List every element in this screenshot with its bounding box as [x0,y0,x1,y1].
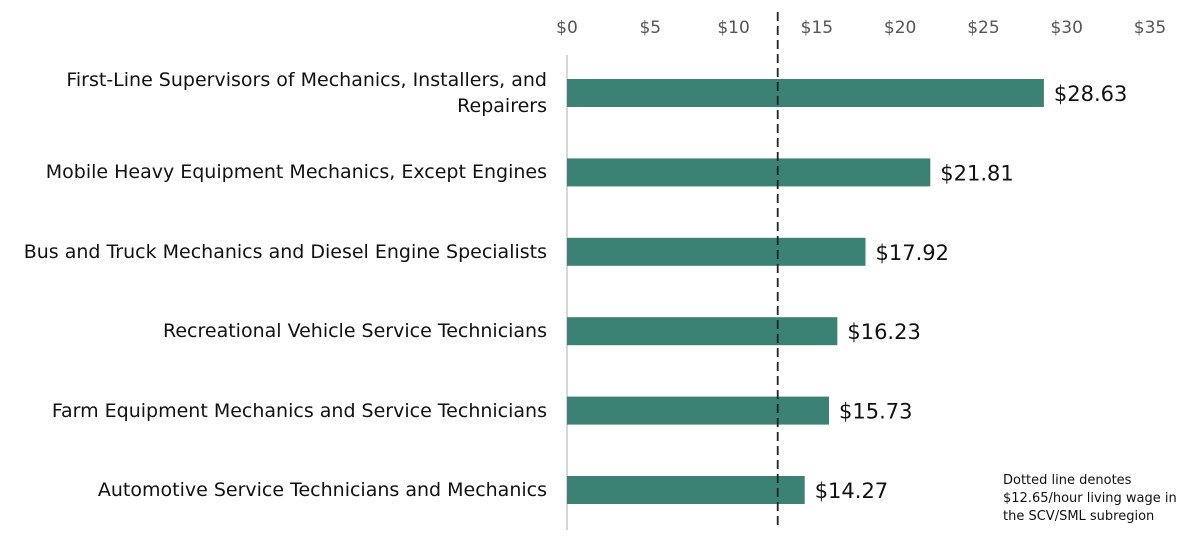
bar [567,476,805,504]
value-label: $16.23 [847,320,920,344]
x-tick-label: $35 [1134,18,1166,38]
bar [567,237,866,266]
category-label: First-Line Supervisors of Mechanics, Ins… [66,69,547,117]
bar [567,79,1044,107]
x-tick-label: $5 [639,18,661,38]
x-tick-label: $30 [1050,18,1082,38]
bar [567,396,830,425]
annotation: Dotted line denotes $12.65/hour living w… [1003,473,1177,524]
bar [567,317,838,346]
value-label: $17.92 [875,241,948,265]
category-label: Farm Equipment Mechanics and Service Tec… [51,399,547,422]
category-label: Mobile Heavy Equipment Mechanics, Except… [45,161,547,184]
x-tick-label: $15 [801,18,833,38]
value-label: $14.27 [815,479,888,503]
value-label: $21.81 [940,161,1013,185]
value-label: $28.63 [1054,82,1127,106]
category-label: Automotive Service Technicians and Mecha… [97,479,547,501]
value-label: $15.73 [839,400,912,424]
category-label: Bus and Truck Mechanics and Diesel Engin… [23,240,547,263]
bar [567,158,931,187]
x-tick-label: $10 [717,18,749,38]
x-tick-label: $25 [967,18,999,38]
x-tick-label: $0 [556,18,578,38]
x-tick-label: $20 [884,18,916,38]
category-label: Recreational Vehicle Service Technicians [163,320,547,343]
